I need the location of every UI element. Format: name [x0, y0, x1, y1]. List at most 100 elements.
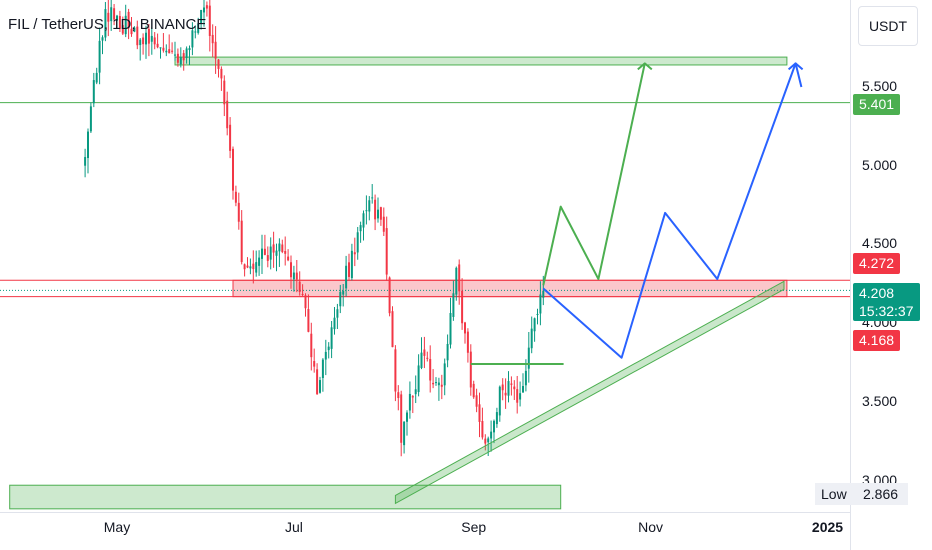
candle-body	[394, 349, 397, 392]
candle-body	[455, 267, 458, 295]
candle-body	[121, 25, 124, 34]
candle-body	[385, 228, 388, 275]
candle-body	[240, 220, 243, 263]
candle-body	[182, 53, 185, 61]
candle-body	[458, 264, 461, 292]
candle-body	[275, 250, 278, 256]
candle-body	[223, 80, 226, 105]
candle-body	[208, 5, 211, 36]
candle-body	[159, 47, 162, 49]
candle-body	[136, 26, 139, 46]
candle-body	[336, 309, 339, 318]
candle-body	[278, 243, 281, 252]
candle-body	[179, 56, 182, 65]
price-tag-line-level-value: 5.401	[859, 96, 895, 112]
candle-body	[530, 328, 533, 349]
blue-projection	[542, 62, 803, 359]
candle-body	[156, 43, 159, 48]
candle-body	[379, 207, 382, 220]
candle-body	[313, 361, 316, 367]
candle-body	[258, 257, 261, 266]
candle-body	[234, 191, 237, 203]
candle-body	[487, 438, 490, 443]
candle-body	[249, 266, 252, 269]
candle-body	[501, 384, 504, 391]
candle-body	[113, 8, 116, 20]
candle-body	[507, 381, 510, 396]
candle-body	[342, 290, 345, 295]
candle-body	[92, 80, 95, 104]
x-tick-label: Nov	[638, 519, 664, 535]
lower-support-box	[9, 484, 562, 510]
x-tick-label: 2025	[811, 519, 844, 535]
candle-body	[536, 313, 539, 315]
candle-body	[243, 264, 246, 270]
candle-body	[188, 48, 191, 51]
candle-body	[197, 23, 200, 33]
candle-body	[194, 31, 197, 33]
plot-area[interactable]	[0, 0, 850, 512]
candle-body	[124, 15, 127, 35]
price-tag-zone-bottom-value: 4.168	[859, 332, 895, 348]
candle-body	[107, 12, 110, 22]
candle-body	[339, 291, 342, 307]
price-tag-zone-top: 4.272	[853, 253, 901, 274]
green-projection-arrowhead	[637, 62, 653, 71]
upper-resistance-box	[174, 56, 788, 66]
low-price-label: Low 2.866	[815, 483, 908, 505]
low-label-value: 2.866	[863, 486, 899, 502]
candle-body	[429, 359, 432, 381]
candle-body	[475, 395, 478, 407]
drawings-layer	[394, 62, 804, 505]
candle-body	[269, 246, 272, 260]
candle-body	[98, 40, 101, 73]
candle-body	[542, 290, 545, 298]
candle-body	[226, 100, 229, 129]
candle-body	[510, 383, 513, 385]
x-tick-label: May	[103, 519, 131, 535]
candle-body	[232, 148, 234, 191]
candle-body	[191, 30, 194, 48]
candle-body	[365, 210, 368, 212]
candle-body	[266, 255, 269, 261]
green-projection	[542, 63, 646, 286]
x-tick-label: Jul	[284, 519, 303, 535]
candle-body	[388, 277, 391, 314]
low-label-text: Low	[821, 486, 847, 502]
candle-body	[498, 386, 501, 416]
candle-body	[150, 35, 153, 42]
candle-body	[403, 421, 406, 446]
candle-body	[153, 37, 156, 45]
candle-body	[411, 396, 414, 398]
candle-body	[478, 404, 481, 422]
current-price-value: 4.208	[859, 285, 895, 301]
candle-body	[461, 290, 464, 324]
candle-body	[298, 281, 301, 292]
candle-body	[229, 124, 232, 151]
candle-body	[316, 369, 319, 395]
candle-body	[165, 50, 168, 53]
candle-body	[142, 37, 145, 45]
candle-body	[319, 380, 321, 393]
candle-body	[330, 327, 333, 349]
y-tick-label: 5.500	[862, 78, 898, 94]
candle-body	[205, 5, 208, 9]
candle-body	[321, 359, 324, 379]
candle-body	[211, 34, 214, 44]
x-tick-label: Sep	[461, 519, 487, 535]
y-tick-label: 5.000	[862, 156, 898, 173]
candle-body	[255, 262, 258, 273]
candle-body	[446, 343, 449, 361]
candle-body	[174, 54, 176, 56]
candle-body	[89, 106, 92, 132]
candle-body	[466, 331, 469, 353]
candle-body	[469, 351, 472, 388]
currency-button[interactable]: USDT	[858, 6, 918, 46]
candle-body	[127, 11, 130, 29]
candle-body	[423, 349, 426, 356]
candle-body	[130, 28, 133, 35]
candle-body	[133, 27, 136, 32]
candle-body	[533, 318, 536, 332]
